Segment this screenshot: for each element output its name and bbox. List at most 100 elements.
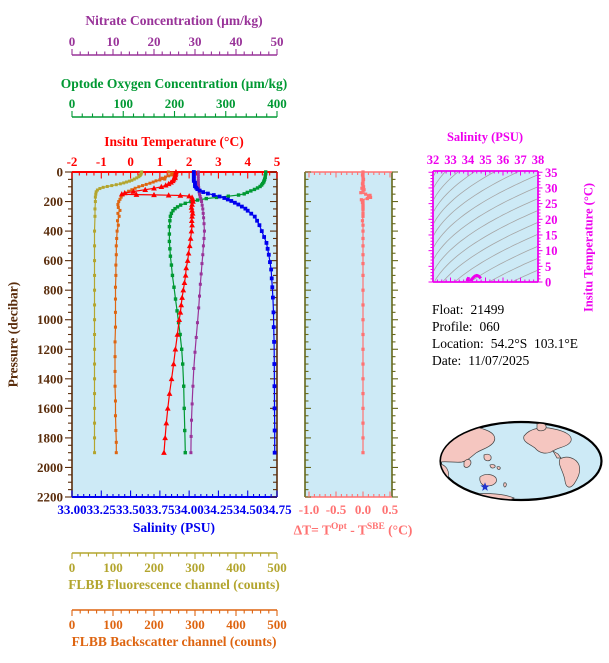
tick-label: 33.50 bbox=[116, 502, 145, 517]
tick-label: 500 bbox=[267, 560, 287, 575]
tick-label: -1.0 bbox=[299, 502, 320, 517]
tick-label: 0 bbox=[69, 617, 76, 632]
tick-label: 32 bbox=[427, 153, 440, 167]
series-markers-optode-oxygen bbox=[167, 170, 268, 455]
tick-label: 33.00 bbox=[57, 502, 86, 517]
tick-label: 500 bbox=[267, 617, 287, 632]
float-label: Float: bbox=[432, 302, 464, 317]
tick-label: 30 bbox=[545, 181, 558, 195]
tick-label: 200 bbox=[144, 560, 164, 575]
float-position-star bbox=[480, 482, 490, 491]
location-value: 54.2°S 103.1°E bbox=[490, 336, 579, 351]
series-markers-flbb-backscatter bbox=[113, 170, 176, 455]
tick-label: -0.5 bbox=[326, 502, 347, 517]
tick-label: 50 bbox=[271, 34, 284, 49]
float-value: 21499 bbox=[470, 302, 505, 317]
profile-label: Profile: bbox=[432, 319, 473, 334]
salinity-axis-title: Salinity (PSU) bbox=[132, 520, 216, 535]
tick-label: 1000 bbox=[37, 312, 63, 327]
delta-t-title-sup-opt: Opt bbox=[330, 522, 347, 532]
tick-label: 0.0 bbox=[355, 502, 371, 517]
tick-label: 600 bbox=[44, 253, 64, 268]
tick-label: 300 bbox=[216, 96, 236, 111]
main-plot-area bbox=[72, 172, 277, 497]
tick-label: 15 bbox=[545, 228, 558, 242]
metadata-location: Location: 54.2°S 103.1°E bbox=[432, 335, 578, 352]
date-value: 11/07/2025 bbox=[468, 353, 530, 368]
metadata-float: Float: 21499 bbox=[432, 301, 578, 318]
tick-label: 0 bbox=[69, 96, 76, 111]
tick-label: 300 bbox=[185, 560, 205, 575]
tick-label: 1400 bbox=[37, 371, 63, 386]
tick-label: -1 bbox=[96, 154, 107, 169]
tick-label: 1200 bbox=[37, 342, 63, 357]
tick-label: 400 bbox=[44, 224, 64, 239]
tick-label: 100 bbox=[103, 560, 123, 575]
delta-t-axis-title: ΔT= TOpt - TSBE (°C) bbox=[280, 520, 426, 538]
tick-label: 1 bbox=[157, 154, 164, 169]
tick-label: 0 bbox=[57, 165, 64, 180]
tick-label: 200 bbox=[165, 96, 185, 111]
delta-t-title-post: (°C) bbox=[384, 522, 413, 538]
tick-label: 200 bbox=[144, 617, 164, 632]
tick-label: 33 bbox=[444, 153, 457, 167]
ts-salinity-axis-title: Salinity (PSU) bbox=[446, 130, 524, 144]
tick-label: 0 bbox=[127, 154, 134, 169]
tick-label: 1600 bbox=[37, 401, 63, 416]
tick-label: 37 bbox=[514, 153, 527, 167]
tick-label: 0 bbox=[69, 560, 76, 575]
fluorescence-axis-title: FLBB Fluorescence channel (counts) bbox=[68, 577, 280, 592]
tick-label: 2 bbox=[186, 154, 193, 169]
tick-label: 400 bbox=[226, 617, 246, 632]
delta-t-title-pre: ΔT= T bbox=[293, 522, 331, 538]
tick-label: 30 bbox=[189, 34, 202, 49]
backscatter-axis-title: FLBB Backscatter channel (counts) bbox=[71, 634, 277, 649]
tick-label: 33.25 bbox=[87, 502, 117, 517]
tick-label: 36 bbox=[497, 153, 510, 167]
tick-label: 34 bbox=[462, 153, 475, 167]
tick-label: 34.50 bbox=[233, 502, 262, 517]
tick-label: 300 bbox=[185, 617, 205, 632]
series-markers-salinity bbox=[191, 170, 277, 455]
profile-value: 060 bbox=[479, 319, 500, 334]
float-metadata: Float: 21499 Profile: 060 Location: 54.2°S … bbox=[432, 301, 578, 369]
metadata-profile: Profile: 060 bbox=[432, 318, 578, 335]
tick-label: 38 bbox=[532, 153, 545, 167]
tick-label: 0 bbox=[545, 276, 551, 290]
metadata-date: Date: 11/07/2025 bbox=[432, 352, 578, 369]
tick-label: 1800 bbox=[37, 430, 63, 445]
tick-label: 10 bbox=[545, 244, 558, 258]
tick-label: 200 bbox=[44, 194, 64, 209]
delta-t-title-mid: - T bbox=[346, 522, 367, 538]
tick-label: 4 bbox=[244, 154, 251, 169]
location-label: Location: bbox=[432, 336, 484, 351]
tick-label: 40 bbox=[230, 34, 243, 49]
world-map bbox=[439, 420, 603, 502]
tick-label: 800 bbox=[44, 283, 64, 298]
tick-label: 34.25 bbox=[204, 502, 234, 517]
tick-label: 35 bbox=[479, 153, 492, 167]
series-markers-flbb-fluorescence bbox=[93, 170, 144, 455]
tick-label: 20 bbox=[148, 34, 161, 49]
tick-label: 34.75 bbox=[262, 502, 292, 517]
tick-label: 2200 bbox=[37, 490, 63, 505]
tick-label: 400 bbox=[226, 560, 246, 575]
tick-label: -2 bbox=[67, 154, 78, 169]
tick-label: 20 bbox=[545, 213, 558, 227]
series-markers-insitu-temperature bbox=[118, 169, 196, 455]
tick-label: 5 bbox=[545, 260, 551, 274]
tick-label: 2000 bbox=[37, 460, 63, 475]
tick-label: 100 bbox=[114, 96, 134, 111]
tick-label: 5 bbox=[274, 154, 281, 169]
oxygen-axis-title: Optode Oxygen Concentration (µm/kg) bbox=[60, 76, 288, 91]
delta-t-plot-area bbox=[305, 172, 392, 497]
delta-t-title-sup-sbe: SBE bbox=[366, 522, 385, 532]
tick-label: 35 bbox=[545, 166, 558, 180]
tick-label: 34.00 bbox=[175, 502, 204, 517]
pressure-axis-title: Pressure (decibar) bbox=[5, 281, 21, 388]
date-label: Date: bbox=[432, 353, 462, 368]
series-markers-temperature-difference bbox=[359, 170, 373, 455]
tick-label: 0 bbox=[69, 34, 76, 49]
